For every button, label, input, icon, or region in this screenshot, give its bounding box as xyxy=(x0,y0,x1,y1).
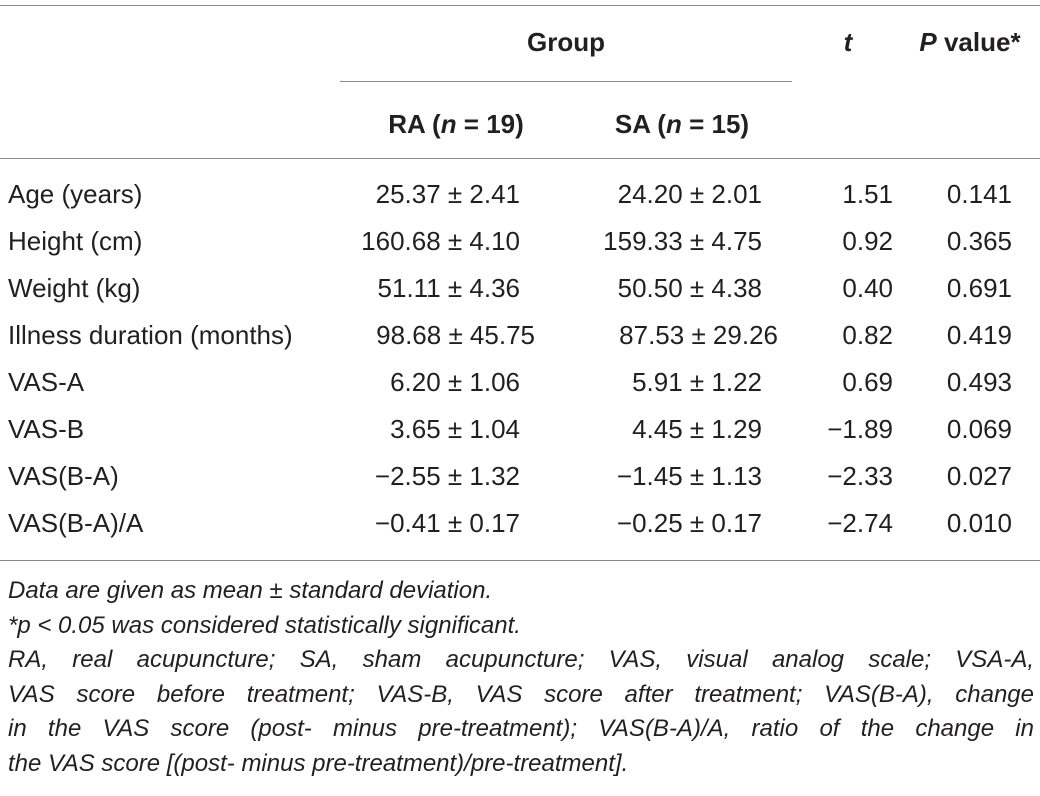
p-value: 0.027 xyxy=(946,461,1012,491)
t-value: −2.33 xyxy=(827,461,893,491)
sa-value: 4.45 ± 1.29 xyxy=(632,414,762,444)
sa-value: 24.20 ± 2.01 xyxy=(617,179,762,209)
ra-value: 3.65 ± 1.04 xyxy=(390,414,520,444)
p-value: 0.493 xyxy=(946,367,1012,397)
row-label: Height (cm) xyxy=(8,226,143,256)
ra-value: 25.37 ± 2.41 xyxy=(375,179,520,209)
row-label: Weight (kg) xyxy=(8,273,141,303)
sa-value: 159.33 ± 4.75 xyxy=(603,226,762,256)
group-header: Group xyxy=(527,27,605,57)
p-value-header-p: P xyxy=(919,27,937,57)
p-value: 0.419 xyxy=(946,320,1012,350)
sa-header-suffix: = 15) xyxy=(681,109,750,139)
table-bottom-rule xyxy=(0,560,1040,561)
table-footnotes: Data are given as mean ± standard deviat… xyxy=(8,574,1034,782)
t-value: 0.40 xyxy=(842,273,893,303)
sa-value: 5.91 ± 1.22 xyxy=(632,367,762,397)
row-label: VAS-A xyxy=(8,367,85,397)
row-label: VAS(B-A) xyxy=(8,461,119,491)
sa-value: −0.25 ± 0.17 xyxy=(616,508,762,538)
group-underline xyxy=(340,81,792,82)
sa-header-n: n xyxy=(665,109,682,139)
t-value: 0.92 xyxy=(842,226,893,256)
ra-header-n: n xyxy=(440,109,457,139)
p-value: 0.691 xyxy=(946,273,1012,303)
footnote-mean-sd: Data are given as mean ± standard deviat… xyxy=(8,577,493,604)
sa-value: −1.45 ± 1.13 xyxy=(616,461,762,491)
p-value: 0.010 xyxy=(946,508,1012,538)
footnote-abbreviations-line: VAS score before treatment; VAS-B, VAS s… xyxy=(8,680,1034,708)
sa-value: 87.53 ± 29.26 xyxy=(619,320,778,350)
t-value: 0.69 xyxy=(842,367,893,397)
t-value: −2.74 xyxy=(827,508,893,538)
sa-header-prefix: SA ( xyxy=(614,109,666,139)
sa-header: SA (n = 15) xyxy=(572,108,792,140)
top-rule xyxy=(0,5,1040,6)
row-label: Age (years) xyxy=(8,179,143,209)
ra-value: 51.11 ± 4.36 xyxy=(377,273,520,303)
t-value: 0.82 xyxy=(842,320,893,350)
p-value-header-suffix: value* xyxy=(936,27,1021,57)
ra-value: 160.68 ± 4.10 xyxy=(361,226,520,256)
header-bottom-rule xyxy=(0,158,1040,159)
p-value: 0.141 xyxy=(946,179,1012,209)
footnote-abbreviations-line: the VAS score [(post- minus pre-treatmen… xyxy=(8,749,629,777)
p-value-header: P value* xyxy=(900,26,1040,58)
ra-header-suffix: = 19) xyxy=(456,109,524,139)
footnote-significance: *p < 0.05 was considered statistically s… xyxy=(8,611,521,639)
footnote-abbreviations-line: in the VAS score (post- minus pre-treatm… xyxy=(8,715,1034,743)
p-value: 0.069 xyxy=(946,414,1012,444)
t-value: 1.51 xyxy=(842,179,893,209)
ra-value: 6.20 ± 1.06 xyxy=(390,367,520,397)
row-label: VAS(B-A)/A xyxy=(8,508,144,538)
ra-value: −0.41 ± 0.17 xyxy=(374,508,520,538)
row-label: Illness duration (months) xyxy=(8,320,293,350)
t-value: −1.89 xyxy=(827,414,893,444)
ra-value: 98.68 ± 45.75 xyxy=(376,320,535,350)
p-value: 0.365 xyxy=(946,226,1012,256)
sa-value: 50.50 ± 4.38 xyxy=(617,273,762,303)
ra-header: RA (n = 19) xyxy=(340,108,572,140)
ra-value: −2.55 ± 1.32 xyxy=(374,461,520,491)
row-label: VAS-B xyxy=(8,414,85,444)
ra-header-prefix: RA ( xyxy=(388,109,441,139)
footnote-abbreviations-line: RA, real acupuncture; SA, sham acupunctu… xyxy=(8,646,1034,674)
t-header: t xyxy=(843,27,853,57)
